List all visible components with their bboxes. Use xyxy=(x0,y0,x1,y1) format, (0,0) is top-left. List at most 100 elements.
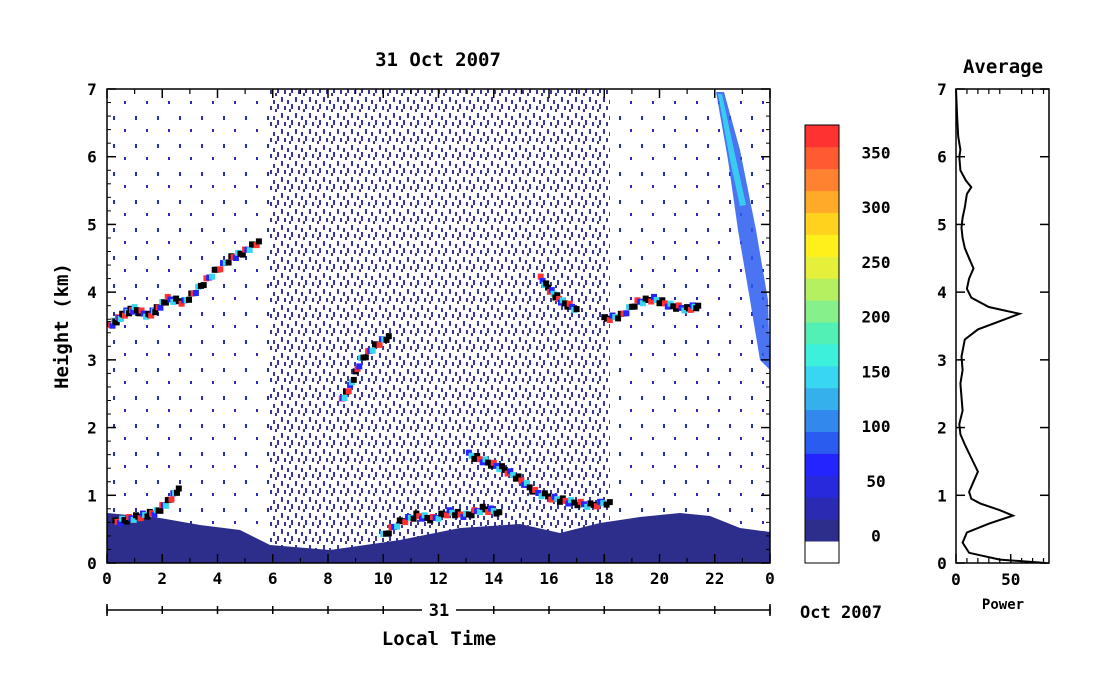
cloud-echo-mark xyxy=(468,452,475,459)
average-panel: 0 50 0 1 2 3 4 5 6 7 Average Power xyxy=(937,56,1050,613)
cloud-echo-mark xyxy=(178,300,185,307)
cloud-echo-mark xyxy=(255,238,262,245)
cloud-echo-mark xyxy=(573,306,580,313)
y-tick-label: 0 xyxy=(87,554,97,573)
cloud-echo-mark xyxy=(443,512,450,519)
cloud-echo-mark xyxy=(109,322,116,329)
colorbar-cell xyxy=(805,168,839,192)
cloud-echo-mark xyxy=(597,498,604,505)
cloud-echo-mark xyxy=(394,523,401,530)
colorbar-tick-label: 150 xyxy=(862,362,891,381)
cloud-echo-mark xyxy=(427,517,434,524)
cloud-echo-mark xyxy=(584,503,591,510)
colorbar-cell xyxy=(805,541,839,564)
cloud-echo-mark xyxy=(653,297,660,303)
cloud-echo-mark xyxy=(493,462,500,469)
cloud-echo-mark xyxy=(131,304,138,311)
average-y-ticks: 0 1 2 3 4 5 6 7 xyxy=(937,80,1049,573)
cloud-echo-mark xyxy=(545,284,552,291)
cloud-echo-mark xyxy=(606,317,613,324)
cloud-echo-mark xyxy=(648,298,655,305)
cloud-echo-mark xyxy=(476,509,483,515)
cloud-echo-mark xyxy=(593,503,600,510)
cloud-echo-mark xyxy=(659,297,666,304)
cloud-echo-mark xyxy=(550,290,557,297)
cloud-echo-mark xyxy=(225,259,232,266)
cloud-echo-mark xyxy=(587,500,594,507)
colorbar-cell xyxy=(805,365,839,389)
cloud-echo-mark xyxy=(460,514,467,520)
average-power-line xyxy=(955,88,1046,564)
x-tick-label: 12 xyxy=(429,569,448,588)
cloud-echo-mark xyxy=(345,388,352,395)
colorbar: 0 50 100 150 200 250 300 350 xyxy=(804,124,891,564)
cloud-echo-mark xyxy=(566,300,573,307)
cloud-echo-mark xyxy=(126,310,133,317)
cloud-echo-mark xyxy=(130,516,137,523)
colorbar-tick-label: 300 xyxy=(862,198,891,217)
y-tick-label: 1 xyxy=(87,486,97,505)
cloud-echo-mark xyxy=(568,497,575,504)
cloud-echo-mark xyxy=(603,501,610,508)
colorbar-tick-label: 350 xyxy=(862,143,891,162)
cloud-echo-mark xyxy=(465,449,472,456)
cloud-echo-mark xyxy=(651,293,657,300)
cloud-echo-mark xyxy=(554,292,561,299)
cloud-echo-mark xyxy=(140,310,147,317)
x-tick-label: 18 xyxy=(595,569,614,588)
average-y-tick-label: 2 xyxy=(937,419,947,438)
colorbar-tick-label: 100 xyxy=(862,417,891,436)
colorbar-cell xyxy=(805,300,839,323)
cloud-echo-mark xyxy=(117,316,124,322)
cloud-echo-mark xyxy=(209,273,215,280)
cloud-echo-mark xyxy=(538,493,545,500)
cloud-echo-mark xyxy=(452,512,459,519)
cloud-echo-mark xyxy=(362,354,369,361)
colorbar-frame xyxy=(804,124,840,564)
y-axis-label: Height (km) xyxy=(51,263,73,389)
average-y-tick-label: 7 xyxy=(937,80,947,99)
average-x-tick-label: 0 xyxy=(951,570,961,589)
colorbar-cell xyxy=(805,146,839,170)
cloud-echo-mark xyxy=(639,300,646,307)
cloud-echo-mark xyxy=(402,519,409,526)
cloud-echo-mark xyxy=(518,477,525,484)
cloud-echo-mark xyxy=(476,456,483,463)
cloud-echo-mark xyxy=(385,530,392,537)
cloud-echo-mark xyxy=(515,473,522,480)
chart-title: 31 Oct 2007 xyxy=(375,49,501,71)
cloud-echo-mark xyxy=(435,515,442,522)
boundary-layer-echo xyxy=(107,513,770,563)
cloud-echo-mark xyxy=(253,242,260,249)
cloud-echo-mark xyxy=(543,280,550,287)
cloud-echo-mark xyxy=(133,307,140,314)
cloud-echo-mark xyxy=(137,515,144,522)
cloud-echo-mark xyxy=(130,308,137,315)
cloud-echo-mark xyxy=(510,472,517,478)
cloud-echo-mark xyxy=(623,310,630,317)
colorbar-cell xyxy=(805,256,839,279)
cloud-echo-mark xyxy=(695,302,702,309)
x-tick-label: 2 xyxy=(157,569,167,588)
date-axis: 31 Oct 2007 Local Time xyxy=(106,600,882,650)
y-tick-label: 4 xyxy=(87,283,97,302)
y-tick-label: 3 xyxy=(87,351,97,370)
cloud-echo-mark xyxy=(557,498,563,505)
colorbar-tick-label: 200 xyxy=(862,308,891,327)
cloud-echo-mark xyxy=(168,496,175,503)
cloud-echo-mark xyxy=(482,456,489,463)
cloud-echo-mark xyxy=(148,312,155,319)
cloud-echo-mark xyxy=(369,347,376,354)
cloud-echo-mark xyxy=(175,485,182,492)
cloud-echo-mark xyxy=(162,299,169,306)
date-axis-month-label: Oct 2007 xyxy=(800,603,882,623)
cloud-echo-mark xyxy=(162,502,169,509)
cloud-echo-mark xyxy=(418,515,425,522)
cloud-echo-mark xyxy=(507,468,514,475)
average-y-tick-label: 5 xyxy=(937,215,947,234)
date-axis-day-label: 31 xyxy=(429,601,449,621)
cloud-echo-mark xyxy=(474,453,481,459)
average-x-tick-label: 50 xyxy=(1001,570,1020,589)
average-y-tick-label: 0 xyxy=(937,554,947,573)
cloud-echo-mark xyxy=(356,363,363,370)
